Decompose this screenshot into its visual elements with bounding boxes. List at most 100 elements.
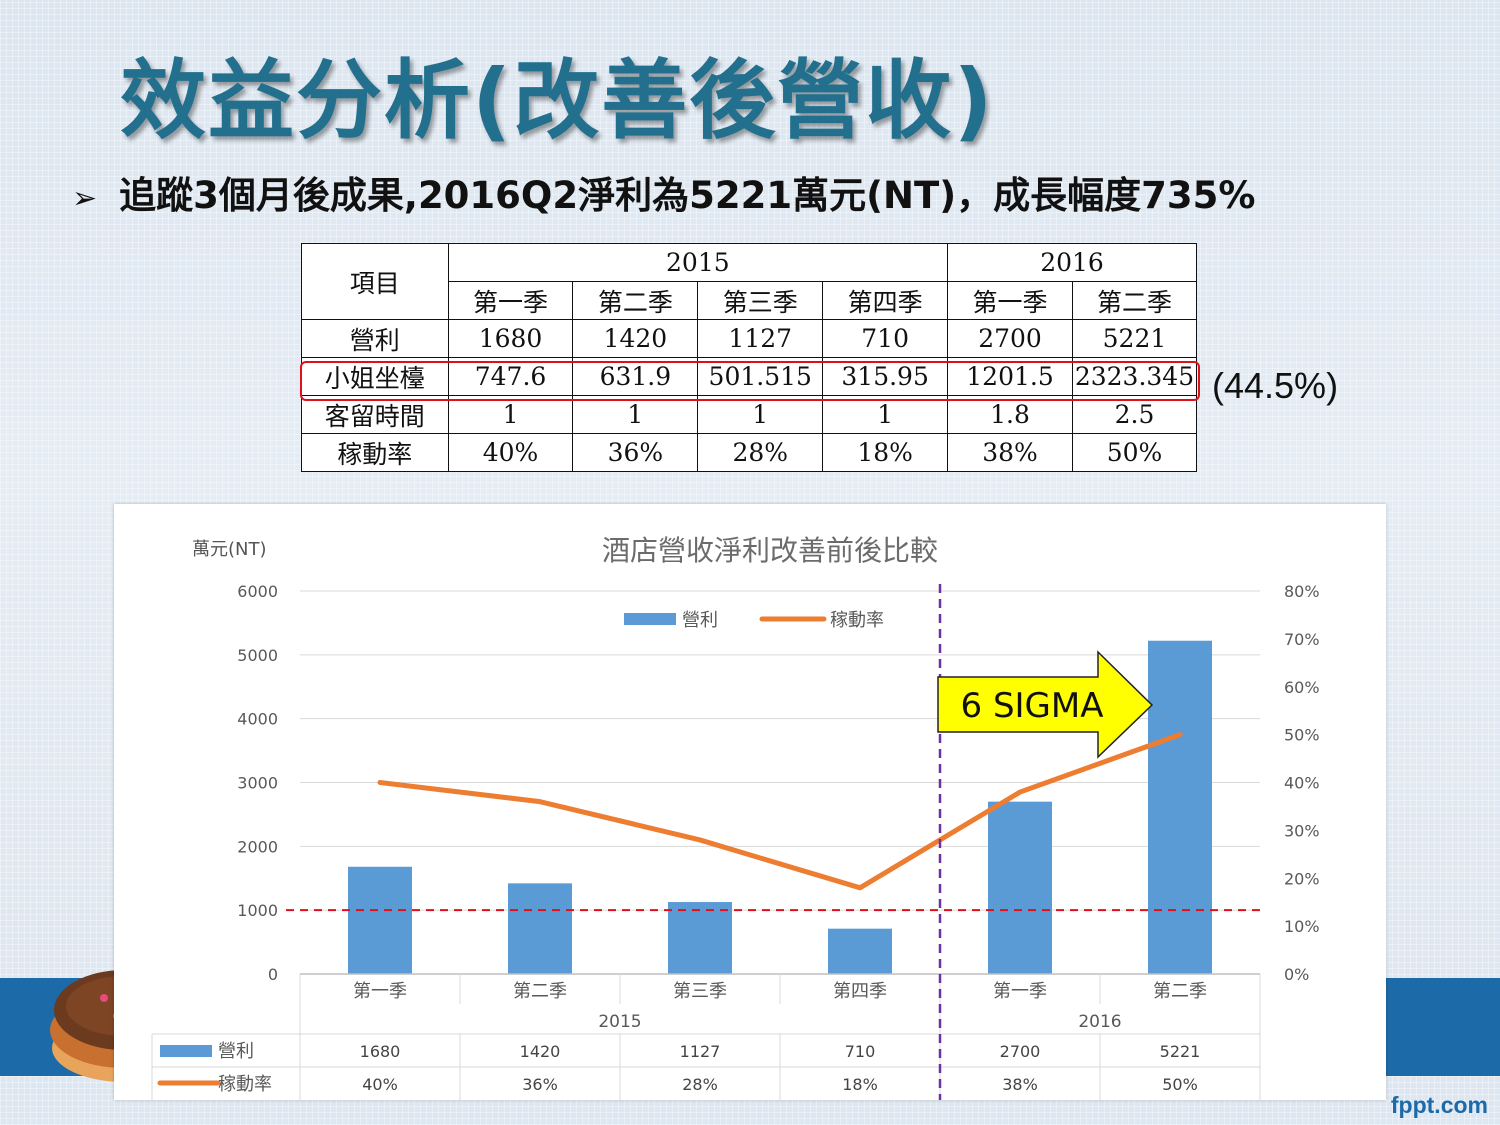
y-tick-label: 0: [268, 965, 278, 984]
annotation-label: 6 SIGMA: [961, 686, 1104, 726]
table-row-label: 稼動率: [301, 433, 449, 472]
highlight-percentage-note: (44.5%): [1212, 365, 1339, 406]
table-cell: 1680: [447, 319, 574, 358]
combo-chart: 酒店營收淨利改善前後比較 萬元(NT) 0 1000 2000 3000 4000 5000 6…: [151, 534, 1320, 1100]
x-group-label: 2016: [1078, 1012, 1121, 1032]
table-cell: 501.515: [697, 357, 824, 396]
chart-title: 酒店營收淨利改善前後比較: [602, 534, 938, 567]
data-table-value: 38%: [1002, 1075, 1038, 1094]
y2-tick-label: 30%: [1284, 821, 1320, 840]
data-table-value: 710: [845, 1042, 876, 1061]
x-group-label: 2015: [598, 1012, 641, 1032]
bar: [348, 866, 412, 974]
slide-title: 效益分析(改善後營收): [120, 51, 995, 151]
table-cell: 36%: [572, 433, 699, 472]
legend-label: 稼動率: [830, 610, 884, 631]
table-cell: 28%: [697, 433, 824, 472]
bullet-text: 追蹤3個月後成果,2016Q2淨利為5221萬元(NT)，成長幅度735%: [119, 174, 1256, 217]
table-cell: 1: [697, 395, 824, 434]
table-header-quarter: 第二季: [572, 281, 699, 320]
table-row: 客留時間 1 1 1 1 1.8 2.5: [301, 395, 1198, 434]
table-cell: 40%: [447, 433, 574, 472]
x-tick-label: 第三季: [673, 981, 727, 1002]
x-tick-label: 第四季: [833, 981, 887, 1002]
legend-swatch: [624, 613, 676, 625]
table-cell: 2.5: [1071, 395, 1198, 434]
highlight-box: [300, 361, 1200, 401]
table-header-quarter: 第二季: [1071, 281, 1198, 320]
x-tick-label: 第二季: [513, 981, 567, 1002]
table-cell: 38%: [947, 433, 1073, 472]
y2-tick-label: 80%: [1284, 582, 1320, 601]
table-cell: 2323.345: [1071, 357, 1198, 396]
table-cell: 631.9: [572, 357, 699, 396]
data-table-row-label: 營利: [218, 1041, 254, 1062]
data-table-value: 1127: [680, 1042, 721, 1061]
table-cell: 50%: [1071, 433, 1198, 472]
table-header-quarter: 第三季: [697, 281, 824, 320]
results-table: 項目 2015 2016 第一季 第二季 第三季 第四季 第一季 第二季 營利 …: [301, 243, 1198, 472]
table-quarter-row: 第一季 第二季 第三季 第四季 第一季 第二季: [302, 281, 1198, 320]
table-cell: 1.8: [947, 395, 1073, 434]
y-tick-label: 1000: [237, 901, 278, 920]
data-table-value: 2700: [1000, 1042, 1041, 1061]
table-cell: 2700: [947, 319, 1073, 358]
x-tick-label: 第二季: [1153, 981, 1207, 1002]
y2-tick-label: 10%: [1284, 917, 1320, 936]
bar: [508, 883, 572, 974]
data-table-value: 18%: [842, 1075, 878, 1094]
y2-tick-label: 0%: [1284, 965, 1309, 984]
table-header-row: 項目 2015 2016: [301, 243, 1197, 320]
table-row-label: 營利: [301, 319, 449, 358]
bar: [988, 801, 1052, 974]
table-cell: 1201.5: [947, 357, 1073, 396]
table-cell: 747.6: [447, 357, 574, 396]
y-tick-label: 2000: [237, 837, 278, 856]
table-cell: 1127: [697, 319, 824, 358]
table-cell: 315.95: [822, 357, 949, 396]
table-row: 稼動率 40% 36% 28% 18% 38% 50%: [301, 433, 1198, 472]
y2-tick-label: 40%: [1284, 774, 1320, 793]
y-tick-label: 4000: [237, 710, 278, 729]
data-table-value: 5221: [1160, 1042, 1201, 1061]
y2-tick-label: 70%: [1284, 630, 1320, 649]
table-row: 營利 1680 1420 1127 710 2700 5221: [301, 319, 1198, 358]
table-cell: 1: [447, 395, 574, 434]
table-row: 小姐坐檯 747.6 631.9 501.515 315.95 1201.5 2…: [301, 357, 1198, 396]
data-table-value: 1420: [520, 1042, 561, 1061]
y-tick-label: 3000: [237, 774, 278, 793]
y-tick-label: 5000: [237, 646, 278, 665]
data-table-row-label: 稼動率: [218, 1074, 272, 1095]
data-table-value: 36%: [522, 1075, 558, 1094]
line-series-utilization: [377, 732, 1183, 891]
table-header-quarter: 第一季: [447, 281, 574, 320]
chart-panel: 酒店營收淨利改善前後比較 萬元(NT) 0 1000 2000 3000 4000 5000 6…: [114, 504, 1386, 1100]
bar: [668, 902, 732, 974]
data-table-value: 50%: [1162, 1075, 1198, 1094]
legend-label: 營利: [682, 610, 718, 631]
brand-watermark: fppt.com: [1390, 1092, 1488, 1118]
data-table-swatch: [160, 1045, 212, 1057]
table-header-quarter: 第一季: [947, 281, 1073, 320]
bar: [1148, 640, 1212, 974]
data-table-value: 28%: [682, 1075, 718, 1094]
y2-tick-label: 50%: [1284, 726, 1320, 745]
table-cell: 5221: [1071, 319, 1198, 358]
x-tick-label: 第一季: [993, 981, 1047, 1002]
y2-tick-label: 20%: [1284, 869, 1320, 888]
bar: [828, 928, 892, 974]
table-header-year: 2015: [447, 243, 949, 282]
y-axis-label: 萬元(NT): [192, 539, 267, 560]
table-header-quarter: 第四季: [822, 281, 949, 320]
bullet-arrow-icon: ➢: [72, 181, 98, 216]
table-cell: 18%: [822, 433, 949, 472]
table-row-label: 客留時間: [301, 395, 449, 434]
bullet-point: ➢ 追蹤3個月後成果,2016Q2淨利為5221萬元(NT)，成長幅度735%: [72, 165, 1255, 219]
data-table-value: 1680: [360, 1042, 401, 1061]
data-table-value: 40%: [362, 1075, 398, 1094]
table-cell: 1420: [572, 319, 699, 358]
table-cell: 710: [822, 319, 949, 358]
table-cell: 1: [572, 395, 699, 434]
y-tick-label: 6000: [237, 582, 278, 601]
table-cell: 1: [822, 395, 949, 434]
